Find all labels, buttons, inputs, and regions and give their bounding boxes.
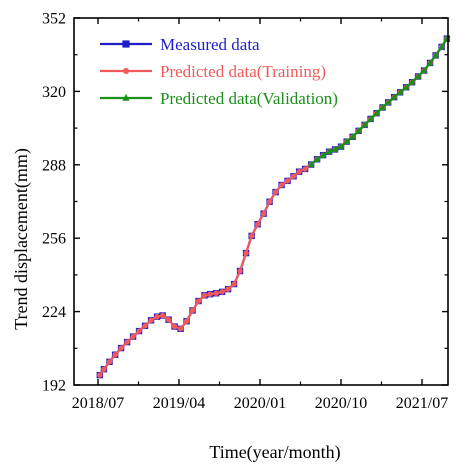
legend-item: Predicted data(Validation) xyxy=(100,89,338,108)
data-point xyxy=(367,115,374,122)
data-point xyxy=(290,173,297,179)
legend-marker xyxy=(122,93,130,101)
legend-item: Measured data xyxy=(100,35,260,54)
data-point xyxy=(296,168,302,175)
data-point xyxy=(432,51,439,58)
y-axis-title: Trend displacement(mm) xyxy=(11,148,32,330)
data-point xyxy=(118,345,124,351)
data-point xyxy=(379,103,386,110)
legend-marker xyxy=(122,40,130,48)
legend-label: Predicted data(Training) xyxy=(160,62,326,81)
data-point xyxy=(307,160,315,167)
legend-item: Predicted data(Training) xyxy=(100,62,326,81)
series-predicted-data-validation xyxy=(307,34,451,167)
data-point xyxy=(284,178,291,184)
data-point xyxy=(189,307,196,314)
data-point xyxy=(408,78,416,85)
y-tick-label: 192 xyxy=(42,378,66,395)
data-point xyxy=(384,98,392,105)
data-point xyxy=(373,109,380,116)
data-point xyxy=(225,286,231,292)
legend-label: Measured data xyxy=(160,35,260,54)
y-tick-label: 256 xyxy=(42,231,66,248)
y-tick-label: 352 xyxy=(42,11,66,28)
data-point xyxy=(142,323,148,329)
x-tick-label: 2020/01 xyxy=(234,395,286,412)
data-point xyxy=(361,121,368,128)
y-tick-label: 320 xyxy=(42,84,66,101)
data-point xyxy=(313,155,321,162)
data-point xyxy=(112,352,118,358)
data-point xyxy=(177,326,184,332)
series-measured-data xyxy=(96,35,451,379)
data-point xyxy=(237,268,243,274)
data-point xyxy=(219,289,225,295)
plot-marks xyxy=(96,34,451,379)
data-point xyxy=(231,281,237,287)
data-point xyxy=(278,182,285,188)
data-point xyxy=(130,333,136,340)
axis-ticks: 192 224 256 288 320 352 2018/07 2019/04 2020/01 2… xyxy=(42,11,448,413)
x-tick-label: 2019/04 xyxy=(153,395,205,412)
data-point xyxy=(438,43,445,50)
data-point xyxy=(420,66,428,73)
y-tick-label: 224 xyxy=(42,304,66,321)
data-point xyxy=(136,328,142,334)
data-point xyxy=(343,137,350,145)
data-point xyxy=(243,250,249,256)
data-point xyxy=(414,72,422,79)
legend-label: Predicted data(Validation) xyxy=(160,89,338,108)
data-point xyxy=(154,313,160,320)
series-predicted-data-training xyxy=(97,35,450,378)
data-point xyxy=(101,366,107,372)
data-point xyxy=(213,290,219,296)
data-point xyxy=(183,318,190,324)
data-point xyxy=(248,233,255,239)
data-point xyxy=(355,127,362,134)
data-point xyxy=(97,372,103,378)
y-tick-label: 288 xyxy=(42,157,66,174)
data-point xyxy=(260,210,267,217)
data-point xyxy=(302,166,308,172)
data-point xyxy=(331,145,339,152)
data-point xyxy=(325,148,333,155)
data-point xyxy=(272,189,279,195)
data-point xyxy=(349,133,356,140)
data-point xyxy=(148,317,154,324)
x-axis-title: Time(year/month) xyxy=(209,442,340,463)
data-point xyxy=(390,93,398,100)
data-point xyxy=(254,221,261,227)
data-point xyxy=(266,199,273,205)
data-point xyxy=(319,151,327,158)
legend-marker xyxy=(122,67,130,75)
data-point xyxy=(337,142,345,150)
data-point xyxy=(165,316,172,323)
legend: Measured data Predicted data(Training) Pre… xyxy=(100,35,338,108)
data-point xyxy=(171,323,178,330)
data-point xyxy=(201,292,208,299)
data-point xyxy=(106,359,113,365)
data-point xyxy=(159,312,166,319)
x-tick-label: 2020/10 xyxy=(315,395,367,412)
data-point xyxy=(124,339,130,345)
data-point xyxy=(396,88,404,95)
data-point xyxy=(426,59,434,66)
data-point xyxy=(195,298,202,304)
data-point xyxy=(207,291,213,297)
x-tick-label: 2018/07 xyxy=(72,395,124,412)
data-point xyxy=(402,83,410,90)
x-tick-label: 2021/07 xyxy=(396,395,448,412)
